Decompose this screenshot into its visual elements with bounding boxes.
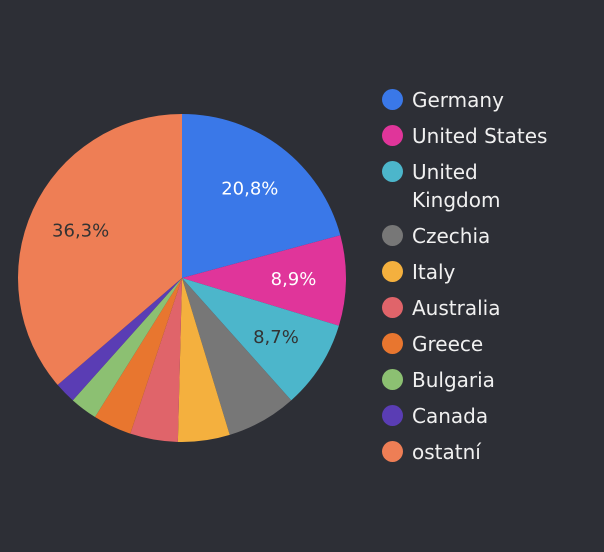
pie-slice [177, 278, 230, 442]
pie-slice [18, 114, 183, 385]
pie-slice [182, 278, 292, 435]
legend-swatch [382, 441, 403, 462]
legend-item[interactable]: United Kingdom [382, 158, 562, 214]
legend-label: Canada [412, 404, 489, 428]
legend-label: Germany [412, 88, 504, 112]
legend-label: Greece [412, 332, 484, 356]
legend-label: Bulgaria [412, 368, 495, 392]
legend-item[interactable]: Czechia [382, 222, 562, 250]
pie-slice [57, 278, 182, 401]
pie-slice [72, 278, 182, 418]
pie-slice [182, 278, 339, 401]
legend-item[interactable]: Germany [382, 86, 562, 114]
legend-item[interactable]: Canada [382, 402, 562, 430]
legend-swatch [382, 225, 403, 246]
slice-label: 36,3% [52, 220, 109, 241]
slice-label: 8,9% [271, 269, 317, 290]
pie-slice [94, 278, 182, 434]
legend-swatch [382, 125, 403, 146]
legend-swatch [382, 405, 403, 426]
legend-swatch [382, 369, 403, 390]
slice-label: 8,7% [253, 327, 299, 348]
legend-swatch [382, 333, 403, 354]
legend-item[interactable]: Bulgaria [382, 366, 562, 394]
legend: Germany United States United Kingdom Czechi… [382, 86, 562, 474]
legend-label: Australia [412, 296, 501, 320]
legend-swatch [382, 261, 403, 282]
slice-label: 20,8% [221, 178, 278, 199]
pie-slice [130, 278, 182, 442]
legend-label: Czechia [412, 224, 491, 248]
pie-slice [182, 114, 341, 278]
legend-item[interactable]: Greece [382, 330, 562, 358]
legend-label: Italy [412, 260, 456, 284]
legend-label: ostatní [412, 440, 481, 464]
legend-item[interactable]: United States [382, 122, 562, 150]
legend-swatch [382, 161, 403, 182]
legend-label: United Kingdom [412, 160, 501, 212]
legend-item[interactable]: ostatní [382, 438, 562, 466]
legend-item[interactable]: Italy [382, 258, 562, 286]
legend-item[interactable]: Australia [382, 294, 562, 322]
pie-slice [182, 235, 346, 326]
legend-label: United States [412, 124, 548, 148]
legend-swatch [382, 89, 403, 110]
legend-swatch [382, 297, 403, 318]
